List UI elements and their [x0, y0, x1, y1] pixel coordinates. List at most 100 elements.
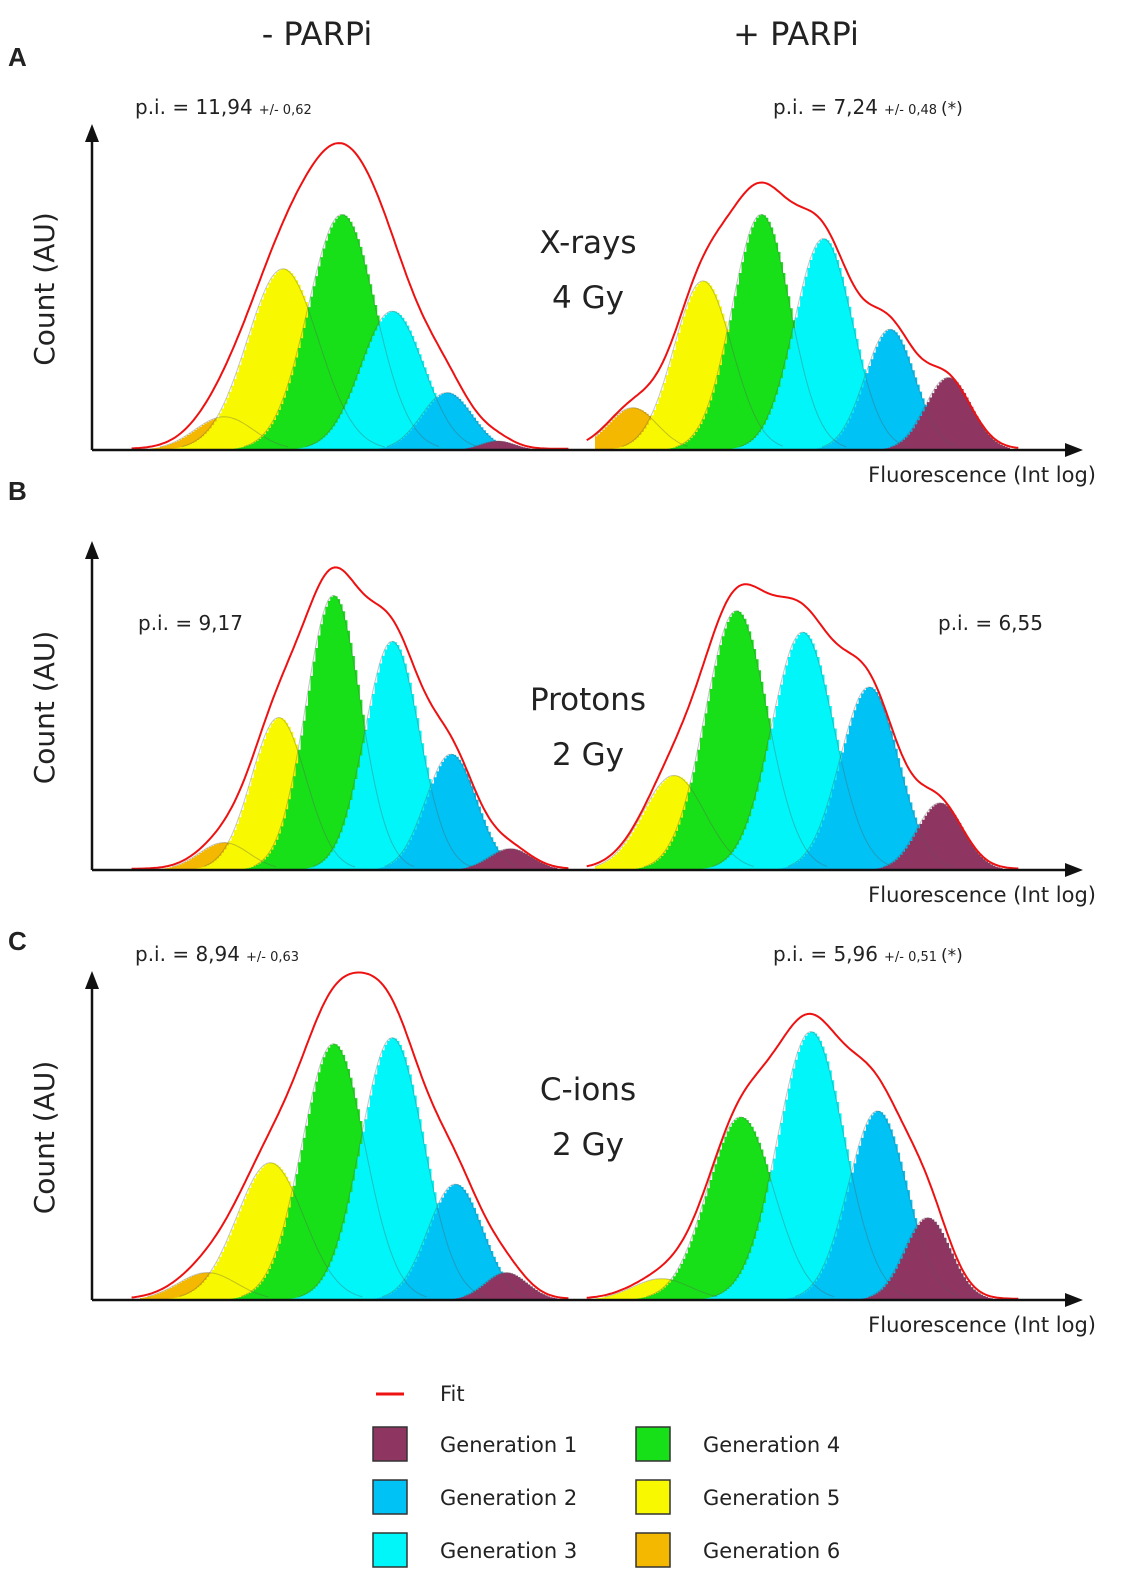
x-axis-arrow — [1065, 1293, 1083, 1307]
pi-error: +/- 0,51 — [884, 950, 937, 965]
condition-label: 2 Gy — [552, 1127, 624, 1163]
series-gen1-outline — [473, 440, 521, 448]
series-gen1-outline — [868, 1217, 986, 1298]
panel-letter: B — [8, 476, 27, 506]
legend-swatch-gen5 — [635, 1479, 671, 1515]
pi-significance: (*) — [941, 99, 963, 119]
pi-value: p.i. = 6,55 — [938, 611, 1043, 635]
series-gen4-outline — [646, 1116, 835, 1298]
pi-error: +/- 0,63 — [246, 950, 299, 965]
legend-swatch-gen1 — [372, 1426, 408, 1462]
series-gen1-area — [453, 1272, 558, 1300]
panel-c: p.i. = 8,94 +/- 0,63 p.i. = 5,96 +/- 0,51 (*… — [8, 926, 1096, 1337]
legend-swatch-gen6 — [635, 1532, 671, 1568]
series-gen4-outline — [253, 594, 415, 868]
y-axis-label: Count (AU) — [28, 1061, 61, 1215]
histogram-minus-parpi: p.i. = 9,17 — [131, 566, 569, 870]
legend-swatch-gen3 — [372, 1532, 408, 1568]
pi-value: p.i. = 5,96 — [773, 942, 878, 966]
series-gen3-outline — [738, 238, 908, 448]
pi-error: +/- 0,48 — [884, 103, 937, 118]
series-gen2-area — [778, 687, 959, 870]
pi-value: p.i. = 11,94 — [135, 95, 253, 119]
series-gen1-outline — [882, 802, 996, 868]
series-gen6-outline — [147, 1272, 269, 1298]
histogram-plus-parpi: p.i. = 7,24 +/- 0,48 (*) — [586, 95, 1019, 450]
series-gen2-outline — [795, 1110, 959, 1297]
fit-curve — [131, 566, 569, 870]
fit-curve — [586, 1012, 1019, 1300]
series-gen1-area — [861, 1217, 993, 1300]
series-gen2-area — [377, 754, 526, 870]
series-gen1-outline — [890, 377, 1006, 448]
legend: Fit Generation 1 Generation 2 Generation 3 G… — [372, 1382, 840, 1568]
panel-letter: A — [8, 42, 27, 72]
series-gen4-outline — [241, 1043, 427, 1298]
pi-label: p.i. = 5,96 +/- 0,51 (*) — [773, 942, 963, 966]
series-gen5-outline — [604, 1278, 718, 1298]
condition-label: Protons — [530, 682, 646, 718]
pi-label: p.i. = 8,94 +/- 0,63 — [135, 942, 299, 966]
fit-curve — [131, 142, 569, 450]
histogram-plus-parpi: p.i. = 5,96 +/- 0,51 (*) — [586, 942, 1019, 1300]
legend-label-gen5: Generation 5 — [703, 1486, 840, 1510]
series-gen2-outline — [787, 686, 952, 868]
series-gen2-area — [377, 392, 516, 450]
series-gen3-outline — [297, 1037, 487, 1298]
pi-label: p.i. = 9,17 — [138, 611, 243, 635]
series-gen6-outline — [159, 416, 289, 448]
histogram-minus-parpi: p.i. = 8,94 +/- 0,63 — [131, 942, 569, 1300]
legend-label-gen6: Generation 6 — [703, 1539, 840, 1563]
series-gen1-area — [461, 848, 558, 870]
column-title-minus-parpi: - PARPi — [262, 15, 373, 53]
series-gen2-area — [374, 1184, 536, 1300]
series-gen2-outline — [386, 392, 506, 447]
x-axis-label: Fluorescence (Int log) — [868, 463, 1096, 487]
series-gen4-outline — [675, 213, 847, 448]
series-gen5-outline — [621, 280, 784, 447]
legend-swatch-gen4 — [635, 1426, 671, 1462]
series-gen3-outline — [305, 310, 479, 448]
column-title-plus-parpi: + PARPi — [733, 15, 859, 53]
x-axis-arrow — [1065, 863, 1083, 877]
condition-label: C-ions — [540, 1072, 636, 1108]
series-gen5-outline — [179, 1162, 363, 1298]
series-gen2-outline — [384, 753, 519, 868]
histogram-minus-parpi: p.i. = 11,94 +/- 0,62 — [131, 95, 569, 450]
series-gen4-outline — [243, 213, 440, 448]
pi-value: p.i. = 9,17 — [138, 611, 243, 635]
series-gen5-outline — [181, 268, 385, 448]
panel-letter: C — [8, 926, 27, 956]
legend-swatch-gen2 — [372, 1479, 408, 1515]
y-axis-arrow — [85, 124, 99, 142]
condition-label: 4 Gy — [552, 280, 624, 316]
series-gen3-outline — [712, 1031, 911, 1298]
fit-curve — [131, 971, 569, 1300]
x-axis-label: Fluorescence (Int log) — [868, 1313, 1096, 1337]
panels: p.i. = 11,94 +/- 0,62 p.i. = 7,24 +/- 0,48 (… — [8, 42, 1096, 1337]
pi-label: p.i. = 6,55 — [938, 611, 1043, 635]
series-gen1-outline — [468, 848, 551, 868]
legend-label-gen3: Generation 3 — [440, 1539, 577, 1563]
panel-b: p.i. = 9,17 p.i. = 6,55 Fluorescence (Int … — [8, 476, 1096, 907]
x-axis-arrow — [1065, 443, 1083, 457]
histogram-plus-parpi: p.i. = 6,55 — [586, 583, 1043, 870]
legend-label-gen2: Generation 2 — [440, 1486, 577, 1510]
panel-a: p.i. = 11,94 +/- 0,62 p.i. = 7,24 +/- 0,48 (… — [8, 42, 1096, 487]
condition-label: 2 Gy — [552, 737, 624, 773]
fit-curve — [586, 181, 1019, 449]
series-gen1-area — [875, 802, 1003, 870]
y-axis-label: Count (AU) — [28, 631, 61, 785]
series-gen6-outline — [171, 841, 277, 868]
y-axis-arrow — [85, 541, 99, 559]
y-axis-label: Count (AU) — [28, 212, 61, 366]
pi-value: p.i. = 7,24 — [773, 95, 878, 119]
fit-curve — [586, 583, 1019, 870]
legend-label-gen4: Generation 4 — [703, 1433, 840, 1457]
legend-fit-label: Fit — [440, 1382, 465, 1406]
condition-label: X-rays — [539, 225, 636, 261]
pi-label: p.i. = 11,94 +/- 0,62 — [135, 95, 312, 119]
series-gen5-outline — [594, 774, 754, 867]
pi-significance: (*) — [941, 946, 963, 966]
